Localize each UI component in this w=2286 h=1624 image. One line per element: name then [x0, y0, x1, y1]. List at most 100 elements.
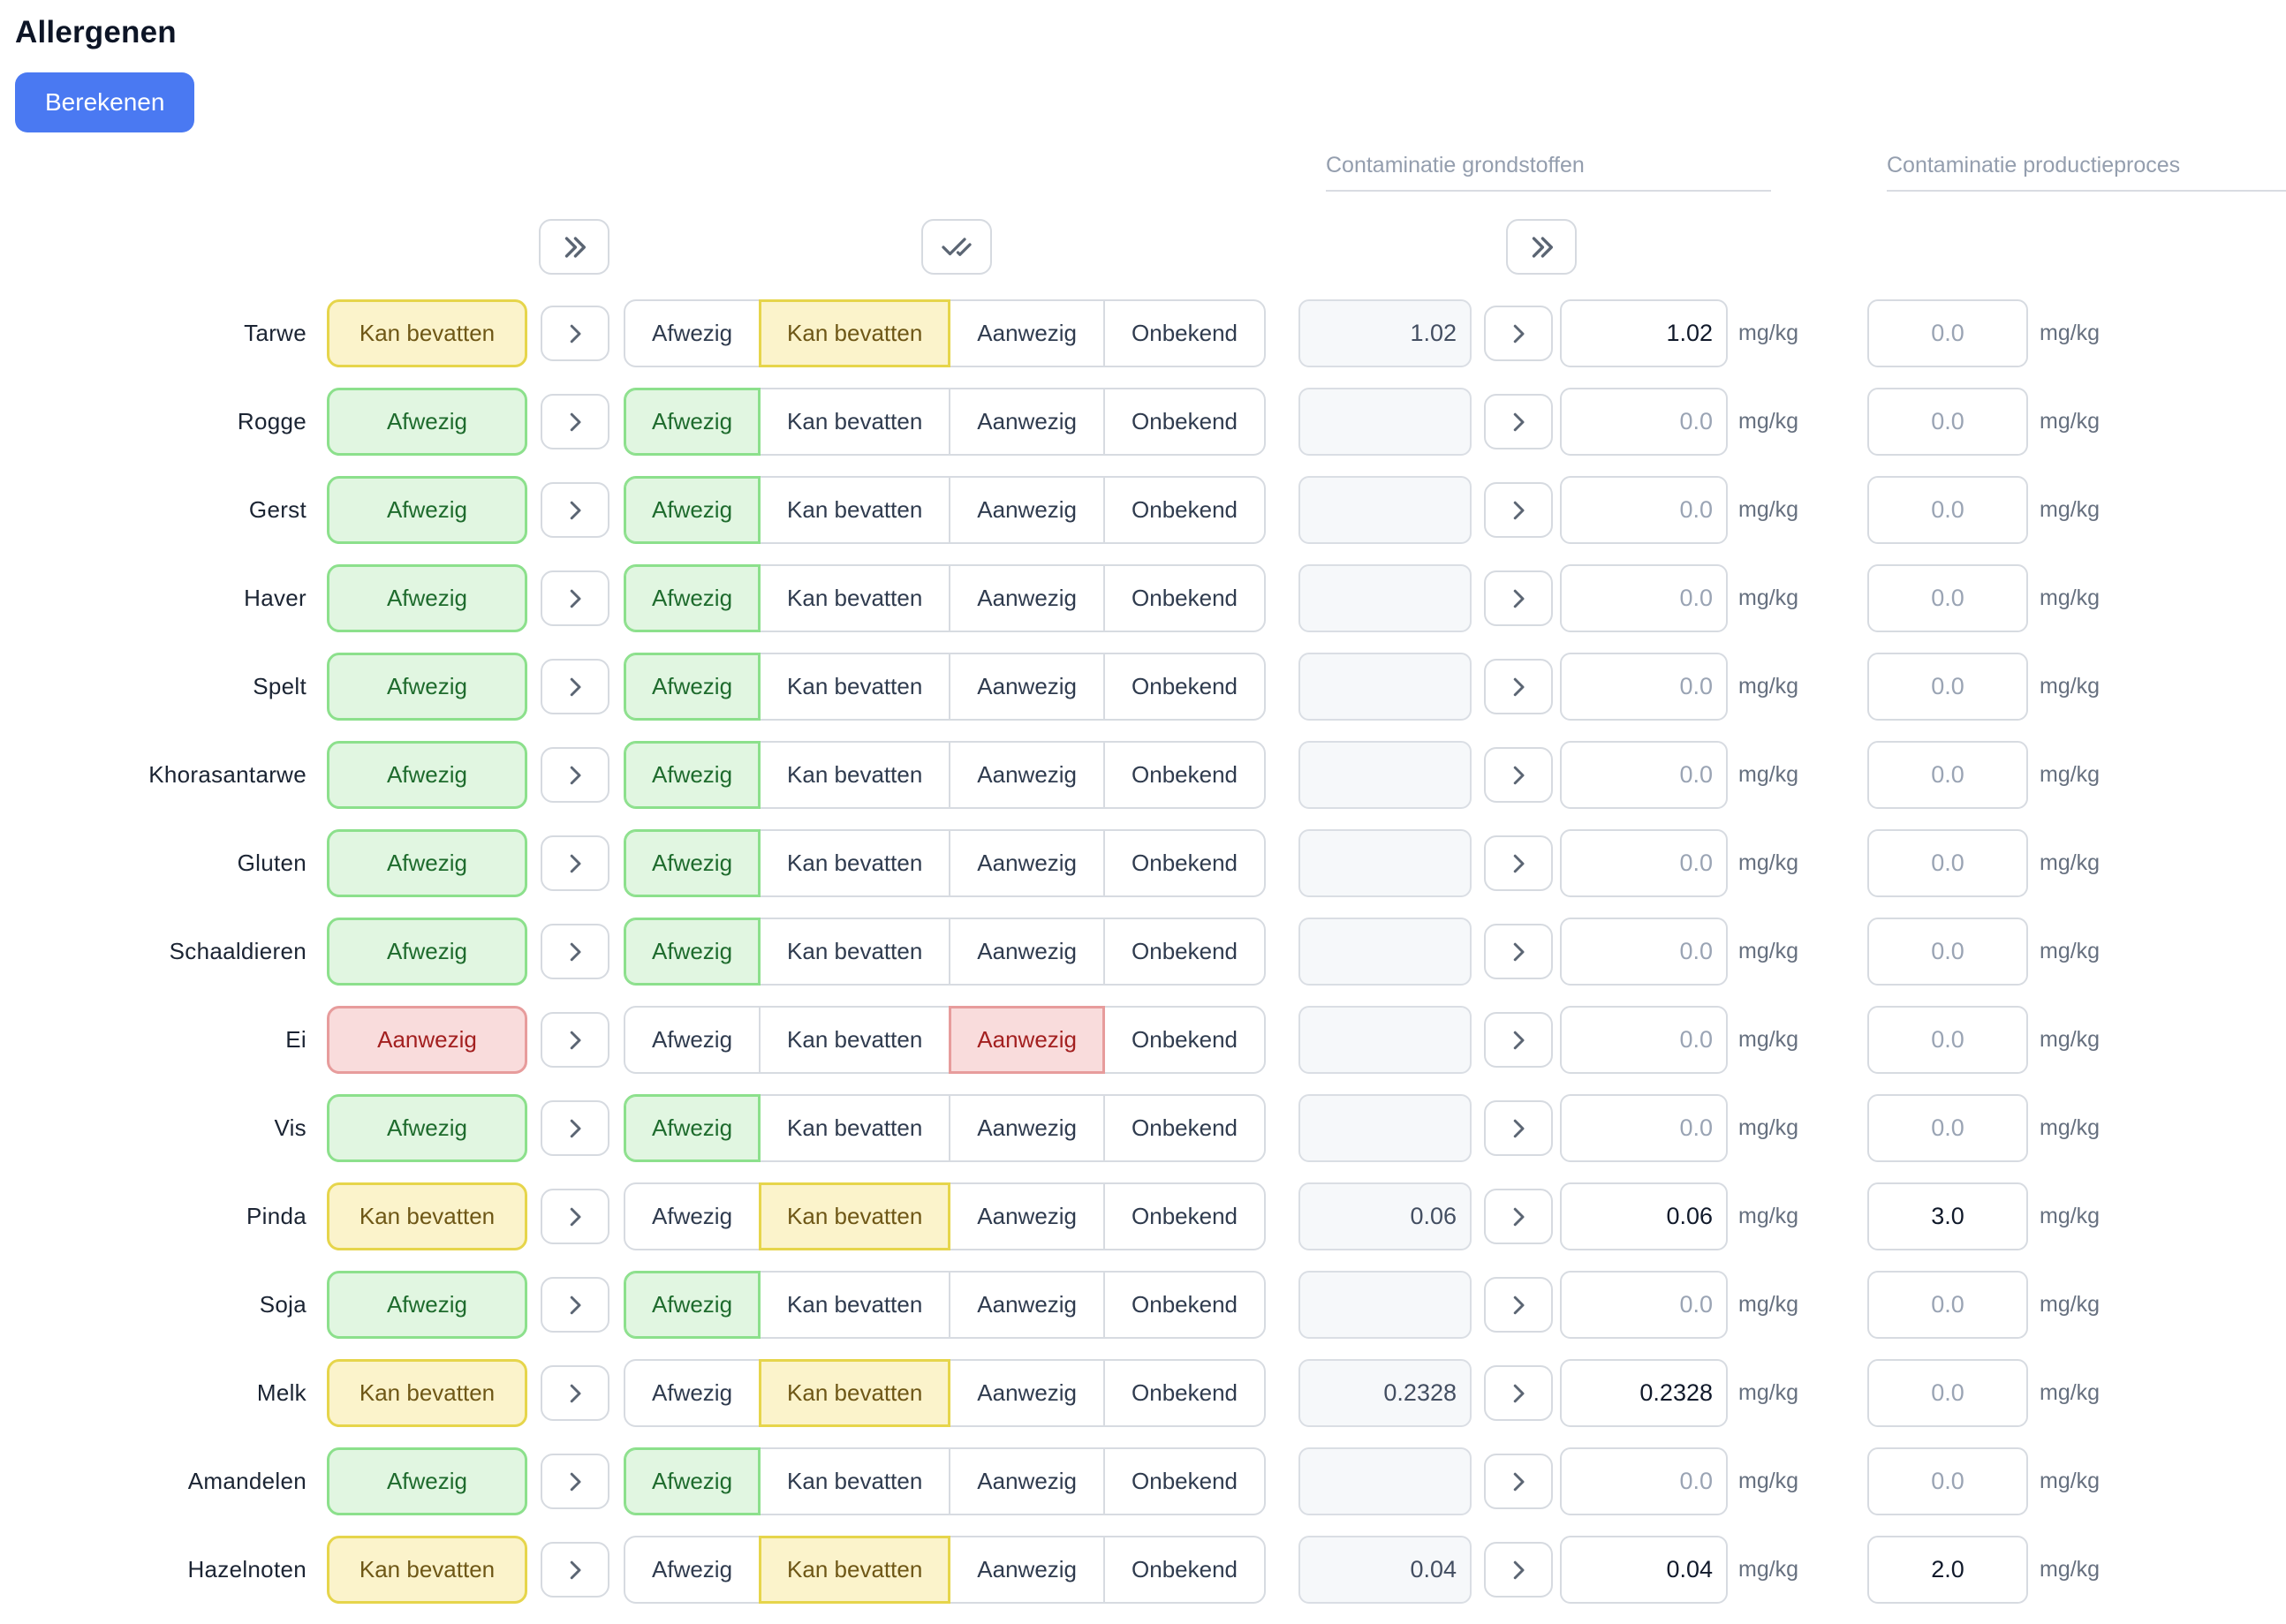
apply-raw-value-button[interactable] [1484, 1542, 1553, 1598]
status-option-aanwezig[interactable]: Aanwezig [949, 1006, 1106, 1074]
status-option-onbekend[interactable]: Onbekend [1103, 1006, 1266, 1074]
apply-all-raw-values-button[interactable] [1506, 219, 1577, 275]
status-option-afwezig[interactable]: Afwezig [624, 1447, 761, 1515]
production-contamination-input[interactable] [1867, 829, 2028, 897]
production-contamination-input[interactable] [1867, 1536, 2028, 1604]
status-option-aanwezig[interactable]: Aanwezig [949, 388, 1106, 456]
apply-status-button[interactable] [541, 747, 609, 803]
confirm-all-statuses-button[interactable] [921, 219, 992, 275]
apply-raw-value-button[interactable] [1484, 1365, 1553, 1421]
status-option-onbekend[interactable]: Onbekend [1103, 388, 1266, 456]
status-option-kan-bevatten[interactable]: Kan bevatten [759, 1359, 951, 1427]
status-option-kan-bevatten[interactable]: Kan bevatten [759, 1006, 951, 1074]
apply-status-button[interactable] [541, 306, 609, 361]
status-option-kan-bevatten[interactable]: Kan bevatten [759, 564, 951, 632]
status-option-aanwezig[interactable]: Aanwezig [949, 741, 1106, 809]
status-option-aanwezig[interactable]: Aanwezig [949, 299, 1106, 367]
status-option-aanwezig[interactable]: Aanwezig [949, 1094, 1106, 1162]
production-contamination-input[interactable] [1867, 1447, 2028, 1515]
status-option-onbekend[interactable]: Onbekend [1103, 1359, 1266, 1427]
apply-raw-value-button[interactable] [1484, 747, 1553, 803]
status-option-onbekend[interactable]: Onbekend [1103, 1536, 1266, 1604]
apply-status-button[interactable] [541, 482, 609, 538]
raw-contamination-input[interactable] [1560, 388, 1728, 456]
status-option-afwezig[interactable]: Afwezig [624, 1006, 761, 1074]
raw-contamination-input[interactable] [1560, 1182, 1728, 1250]
status-option-aanwezig[interactable]: Aanwezig [949, 1447, 1106, 1515]
status-option-afwezig[interactable]: Afwezig [624, 918, 761, 986]
status-option-kan-bevatten[interactable]: Kan bevatten [759, 1536, 951, 1604]
apply-all-statuses-button[interactable] [539, 219, 609, 275]
status-option-afwezig[interactable]: Afwezig [624, 653, 761, 721]
production-contamination-input[interactable] [1867, 1271, 2028, 1339]
production-contamination-input[interactable] [1867, 1182, 2028, 1250]
apply-status-button[interactable] [541, 924, 609, 979]
apply-raw-value-button[interactable] [1484, 570, 1553, 626]
raw-contamination-input[interactable] [1560, 1271, 1728, 1339]
status-option-kan-bevatten[interactable]: Kan bevatten [759, 741, 951, 809]
status-option-aanwezig[interactable]: Aanwezig [949, 564, 1106, 632]
raw-contamination-input[interactable] [1560, 476, 1728, 544]
production-contamination-input[interactable] [1867, 299, 2028, 367]
production-contamination-input[interactable] [1867, 388, 2028, 456]
status-option-afwezig[interactable]: Afwezig [624, 299, 761, 367]
status-option-aanwezig[interactable]: Aanwezig [949, 918, 1106, 986]
apply-status-button[interactable] [541, 1542, 609, 1598]
apply-status-button[interactable] [541, 1012, 609, 1068]
status-option-afwezig[interactable]: Afwezig [624, 1094, 761, 1162]
status-option-onbekend[interactable]: Onbekend [1103, 1094, 1266, 1162]
apply-raw-value-button[interactable] [1484, 1454, 1553, 1509]
status-option-kan-bevatten[interactable]: Kan bevatten [759, 829, 951, 897]
raw-contamination-input[interactable] [1560, 1447, 1728, 1515]
raw-contamination-input[interactable] [1560, 564, 1728, 632]
raw-contamination-input[interactable] [1560, 918, 1728, 986]
raw-contamination-input[interactable] [1560, 1359, 1728, 1427]
status-option-afwezig[interactable]: Afwezig [624, 476, 761, 544]
apply-raw-value-button[interactable] [1484, 659, 1553, 714]
status-option-aanwezig[interactable]: Aanwezig [949, 1536, 1106, 1604]
status-option-aanwezig[interactable]: Aanwezig [949, 1271, 1106, 1339]
raw-contamination-input[interactable] [1560, 299, 1728, 367]
production-contamination-input[interactable] [1867, 1359, 2028, 1427]
status-option-kan-bevatten[interactable]: Kan bevatten [759, 476, 951, 544]
status-option-kan-bevatten[interactable]: Kan bevatten [759, 918, 951, 986]
status-option-kan-bevatten[interactable]: Kan bevatten [759, 1182, 951, 1250]
status-option-onbekend[interactable]: Onbekend [1103, 476, 1266, 544]
production-contamination-input[interactable] [1867, 1006, 2028, 1074]
calculate-button[interactable]: Berekenen [15, 72, 195, 132]
status-option-afwezig[interactable]: Afwezig [624, 741, 761, 809]
apply-status-button[interactable] [541, 1277, 609, 1333]
status-option-kan-bevatten[interactable]: Kan bevatten [759, 299, 951, 367]
production-contamination-input[interactable] [1867, 1094, 2028, 1162]
apply-raw-value-button[interactable] [1484, 306, 1553, 361]
apply-raw-value-button[interactable] [1484, 835, 1553, 891]
apply-status-button[interactable] [541, 659, 609, 714]
status-option-aanwezig[interactable]: Aanwezig [949, 1182, 1106, 1250]
apply-raw-value-button[interactable] [1484, 1012, 1553, 1068]
raw-contamination-input[interactable] [1560, 653, 1728, 721]
apply-raw-value-button[interactable] [1484, 482, 1553, 538]
production-contamination-input[interactable] [1867, 653, 2028, 721]
production-contamination-input[interactable] [1867, 741, 2028, 809]
apply-raw-value-button[interactable] [1484, 1189, 1553, 1244]
status-option-onbekend[interactable]: Onbekend [1103, 564, 1266, 632]
status-option-aanwezig[interactable]: Aanwezig [949, 829, 1106, 897]
status-option-kan-bevatten[interactable]: Kan bevatten [759, 1094, 951, 1162]
apply-status-button[interactable] [541, 1189, 609, 1244]
raw-contamination-input[interactable] [1560, 741, 1728, 809]
status-option-afwezig[interactable]: Afwezig [624, 1182, 761, 1250]
status-option-afwezig[interactable]: Afwezig [624, 1536, 761, 1604]
apply-status-button[interactable] [541, 570, 609, 626]
apply-status-button[interactable] [541, 835, 609, 891]
production-contamination-input[interactable] [1867, 564, 2028, 632]
status-option-kan-bevatten[interactable]: Kan bevatten [759, 1447, 951, 1515]
status-option-onbekend[interactable]: Onbekend [1103, 299, 1266, 367]
status-option-aanwezig[interactable]: Aanwezig [949, 653, 1106, 721]
status-option-afwezig[interactable]: Afwezig [624, 564, 761, 632]
status-option-onbekend[interactable]: Onbekend [1103, 1182, 1266, 1250]
raw-contamination-input[interactable] [1560, 829, 1728, 897]
status-option-kan-bevatten[interactable]: Kan bevatten [759, 1271, 951, 1339]
apply-status-button[interactable] [541, 394, 609, 449]
status-option-afwezig[interactable]: Afwezig [624, 1359, 761, 1427]
status-option-aanwezig[interactable]: Aanwezig [949, 1359, 1106, 1427]
